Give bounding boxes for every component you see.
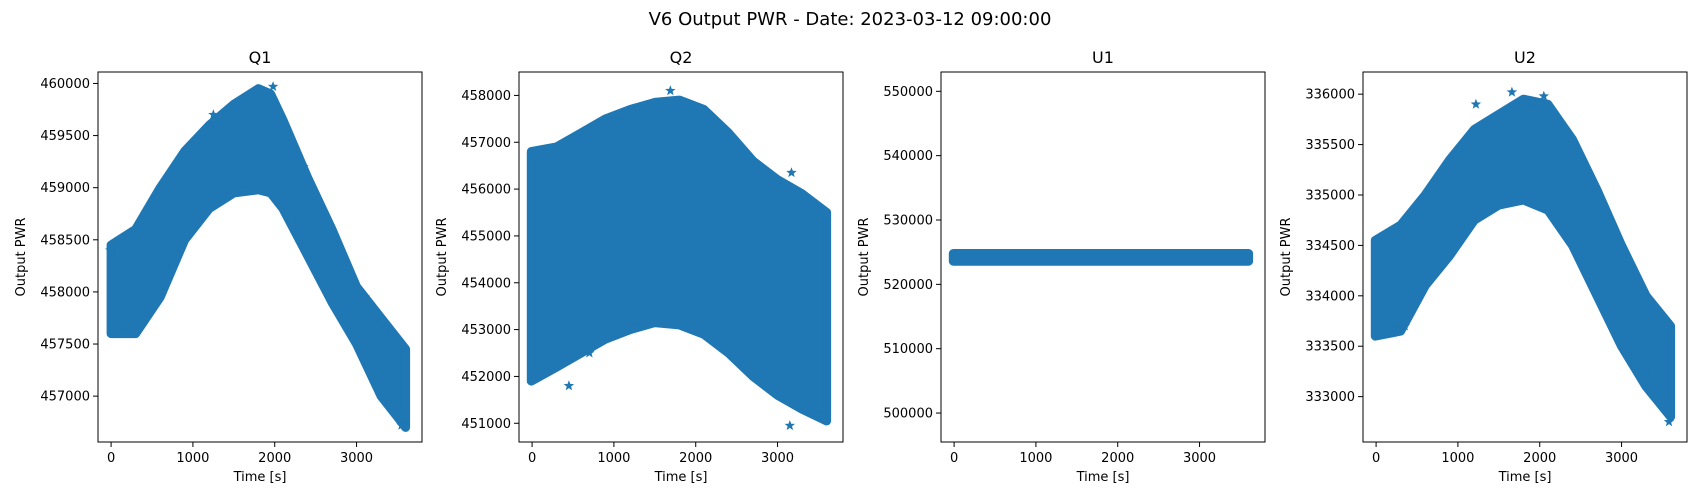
y-tick-label: 458000 (40, 285, 90, 300)
scatter-point (208, 109, 219, 120)
x-tick-label: 3000 (761, 451, 794, 466)
x-tick-label: 2000 (1523, 451, 1556, 466)
y-tick-label: 510000 (883, 342, 933, 357)
figure-title: V6 Output PWR - Date: 2023-03-12 09:00:0… (649, 9, 1052, 30)
x-tick-label: 0 (528, 451, 536, 466)
y-tick-label: 457000 (40, 390, 90, 405)
y-tick-label: 459000 (40, 181, 90, 196)
scatter-point (1663, 416, 1675, 427)
scatter-point (380, 322, 391, 333)
x-tick-label: 3000 (1183, 451, 1216, 466)
x-tick-label: 1000 (1019, 451, 1052, 466)
y-tick-label: 540000 (883, 149, 933, 164)
subplot-title: Q1 (249, 48, 272, 67)
data-layer (526, 85, 832, 431)
y-tick-label: 500000 (883, 407, 933, 422)
x-tick-label: 3000 (1605, 451, 1638, 466)
y-tick-label: 460000 (40, 77, 90, 92)
x-tick-label: 1000 (176, 451, 209, 466)
scatter-point (105, 244, 116, 255)
axes-frame (1362, 71, 1688, 443)
scatter-band (106, 84, 411, 432)
subplot-title: U1 (1092, 48, 1114, 67)
y-tick-label: 458500 (40, 233, 90, 248)
x-tick-label: 0 (950, 451, 958, 466)
y-tick-label: 333000 (1305, 390, 1355, 405)
scatter-point (563, 380, 575, 391)
subplot-title: Q2 (670, 48, 693, 67)
scatter-band (1370, 94, 1676, 422)
scatter-band (526, 95, 832, 426)
y-tick-label: 457000 (461, 136, 511, 151)
subplot-q1: Q1 Time [s] Output PWR 0 1000 2000 3000 4570… (14, 48, 423, 485)
scatter-point (396, 419, 407, 430)
x-tick-label: 3000 (340, 451, 373, 466)
data-layer (948, 249, 1254, 266)
subplot-title: U2 (1514, 48, 1536, 67)
scatter-band (948, 249, 1254, 266)
x-tick-label: 2000 (679, 451, 712, 466)
y-tick-label: 336000 (1305, 88, 1355, 103)
scatter-point (359, 291, 370, 302)
y-axis-label: Output PWR (14, 217, 29, 296)
y-tick-label: 458000 (461, 89, 511, 104)
axes-frame (97, 71, 423, 443)
scatter-point (267, 81, 279, 91)
x-axis-label: Time [s] (1498, 470, 1552, 485)
scatter-point (784, 420, 795, 431)
y-tick-label: 333500 (1305, 340, 1355, 355)
y-tick-label: 520000 (883, 278, 933, 293)
scatter-point (786, 167, 797, 178)
x-tick-label: 2000 (258, 451, 291, 466)
y-tick-label: 452000 (461, 370, 511, 385)
x-axis-label: Time [s] (233, 470, 287, 485)
y-tick-label: 451000 (461, 417, 511, 432)
y-tick-label: 456000 (461, 183, 511, 198)
scatter-point (1399, 320, 1410, 331)
y-tick-label: 455000 (461, 229, 511, 244)
data-layer (105, 81, 411, 432)
y-tick-label: 453000 (461, 323, 511, 338)
x-tick-label: 2000 (1101, 451, 1134, 466)
scatter-point (665, 85, 676, 96)
y-tick-label: 457500 (40, 338, 90, 353)
subplot-q2: Q2 Time [s] Output PWR 0 1000 2000 3000 4510… (435, 48, 844, 485)
y-tick-label: 459500 (40, 129, 90, 144)
y-axis-label: Output PWR (1279, 217, 1294, 296)
scatter-point (1470, 98, 1482, 109)
subplot-u2: U2 Time [s] Output PWR 0 1000 2000 3000 3330… (1279, 48, 1688, 485)
axes-frame (518, 71, 844, 443)
y-tick-label: 335500 (1305, 138, 1355, 153)
scatter-point (1538, 90, 1549, 101)
x-axis-label: Time [s] (654, 470, 708, 485)
data-layer (1370, 86, 1676, 427)
y-axis-label: Output PWR (435, 217, 450, 296)
y-tick-label: 530000 (883, 214, 933, 229)
x-tick-label: 0 (107, 451, 115, 466)
y-tick-label: 550000 (883, 85, 933, 100)
scatter-point (298, 161, 309, 172)
axes-frame (940, 71, 1266, 443)
y-tick-label: 335000 (1305, 188, 1355, 203)
scatter-point (1506, 86, 1518, 97)
x-axis-label: Time [s] (1076, 470, 1130, 485)
y-tick-label: 454000 (461, 276, 511, 291)
y-tick-label: 334500 (1305, 239, 1355, 254)
y-axis-label: Output PWR (857, 217, 872, 296)
x-tick-label: 0 (1372, 451, 1380, 466)
x-tick-label: 1000 (1441, 451, 1474, 466)
scatter-point (584, 347, 595, 358)
subplot-u1: U1 Time [s] Output PWR 0 1000 2000 3000 5000… (857, 48, 1266, 485)
y-tick-label: 334000 (1305, 289, 1355, 304)
scatter-point (1642, 365, 1653, 376)
x-tick-label: 1000 (597, 451, 630, 466)
